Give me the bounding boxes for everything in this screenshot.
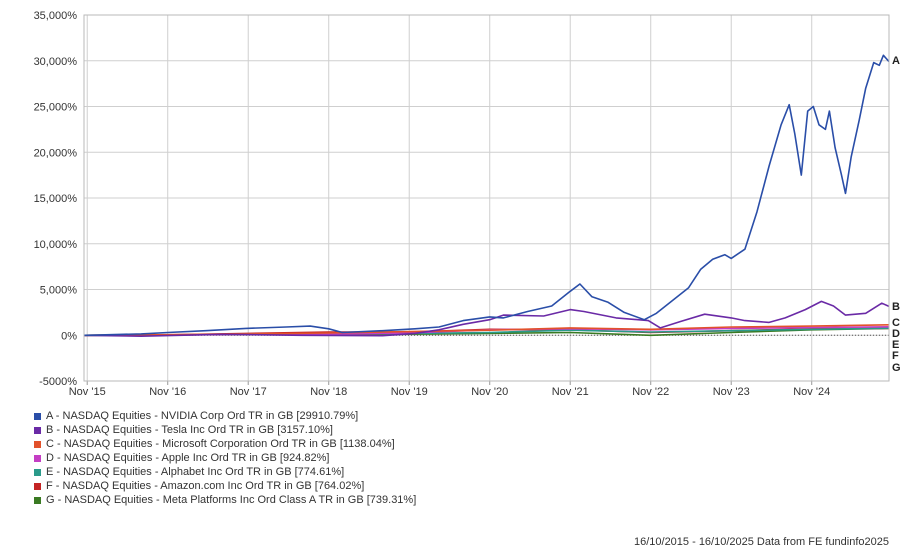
x-tick-label: Nov '15 xyxy=(69,386,106,398)
y-tick-label: 35,000% xyxy=(34,10,78,22)
y-tick-label: 0% xyxy=(61,330,77,342)
x-tick-label: Nov '21 xyxy=(552,386,589,398)
legend-item: A - NASDAQ Equities - NVIDIA Corp Ord TR… xyxy=(34,409,416,423)
legend-swatch xyxy=(34,440,41,448)
x-tick-label: Nov '18 xyxy=(310,386,347,398)
y-tick-label: -5000% xyxy=(39,376,77,388)
x-axis-tick-labels: Nov '15 Nov '16 Nov '17 Nov '18 Nov '19 Nov '… xyxy=(69,386,830,398)
legend-swatch xyxy=(34,454,41,462)
legend-label: B - NASDAQ Equities - Tesla Inc Ord TR i… xyxy=(46,424,333,436)
y-tick-label: 25,000% xyxy=(34,102,78,114)
y-tick-label: 15,000% xyxy=(34,193,78,205)
legend-item: D - NASDAQ Equities - Apple Inc Ord TR i… xyxy=(34,451,416,465)
legend-swatch xyxy=(34,426,41,434)
legend-label: E - NASDAQ Equities - Alphabet Inc Ord T… xyxy=(46,466,345,478)
series-end-label: C xyxy=(892,317,900,329)
y-axis-tick-labels: 35,000% 30,000% 25,000% 20,000% 15,000% 10,00… xyxy=(34,10,78,388)
legend-label: G - NASDAQ Equities - Meta Platforms Inc… xyxy=(46,494,417,506)
legend-swatch xyxy=(34,496,41,504)
y-tick-label: 30,000% xyxy=(34,56,78,68)
series-end-label: B xyxy=(892,301,900,313)
legend-label: C - NASDAQ Equities - Microsoft Corporat… xyxy=(46,438,395,450)
x-tick-label: Nov '17 xyxy=(230,386,267,398)
legend-item: F - NASDAQ Equities - Amazon.com Inc Ord… xyxy=(34,479,416,493)
legend-swatch xyxy=(34,468,41,476)
chart-legend: A - NASDAQ Equities - NVIDIA Corp Ord TR… xyxy=(34,409,416,507)
x-tick-label: Nov '22 xyxy=(632,386,669,398)
legend-label: D - NASDAQ Equities - Apple Inc Ord TR i… xyxy=(46,452,330,464)
series-end-label: F xyxy=(892,350,899,362)
series-line-b xyxy=(83,300,890,337)
chart-grid xyxy=(84,14,889,385)
plot-area-border xyxy=(83,14,890,382)
legend-label: A - NASDAQ Equities - NVIDIA Corp Ord TR… xyxy=(46,410,359,422)
legend-item: G - NASDAQ Equities - Meta Platforms Inc… xyxy=(34,493,416,507)
legend-label: F - NASDAQ Equities - Amazon.com Inc Ord… xyxy=(46,480,365,492)
y-tick-label: 5,000% xyxy=(40,285,78,297)
series-end-label: G xyxy=(892,362,900,374)
series-lines xyxy=(83,54,890,337)
legend-item: B - NASDAQ Equities - Tesla Inc Ord TR i… xyxy=(34,423,416,437)
series-end-label: A xyxy=(892,55,900,67)
y-tick-label: 10,000% xyxy=(34,239,78,251)
x-tick-label: Nov '24 xyxy=(793,386,830,398)
legend-swatch xyxy=(34,412,41,420)
series-end-label: E xyxy=(892,339,899,351)
series-line-a xyxy=(83,54,890,337)
series-end-label: D xyxy=(892,328,900,340)
footer-source-text: 16/10/2015 - 16/10/2025 Data from FE fun… xyxy=(633,536,889,548)
legend-item: E - NASDAQ Equities - Alphabet Inc Ord T… xyxy=(34,465,416,479)
x-tick-label: Nov '16 xyxy=(149,386,186,398)
legend-item: C - NASDAQ Equities - Microsoft Corporat… xyxy=(34,437,416,451)
legend-swatch xyxy=(34,482,41,490)
x-tick-label: Nov '19 xyxy=(391,386,428,398)
y-tick-label: 20,000% xyxy=(34,147,78,159)
line-chart: 35,000% 30,000% 25,000% 20,000% 15,000% 10,00… xyxy=(34,10,900,398)
x-tick-label: Nov '23 xyxy=(713,386,750,398)
x-tick-label: Nov '20 xyxy=(471,386,508,398)
